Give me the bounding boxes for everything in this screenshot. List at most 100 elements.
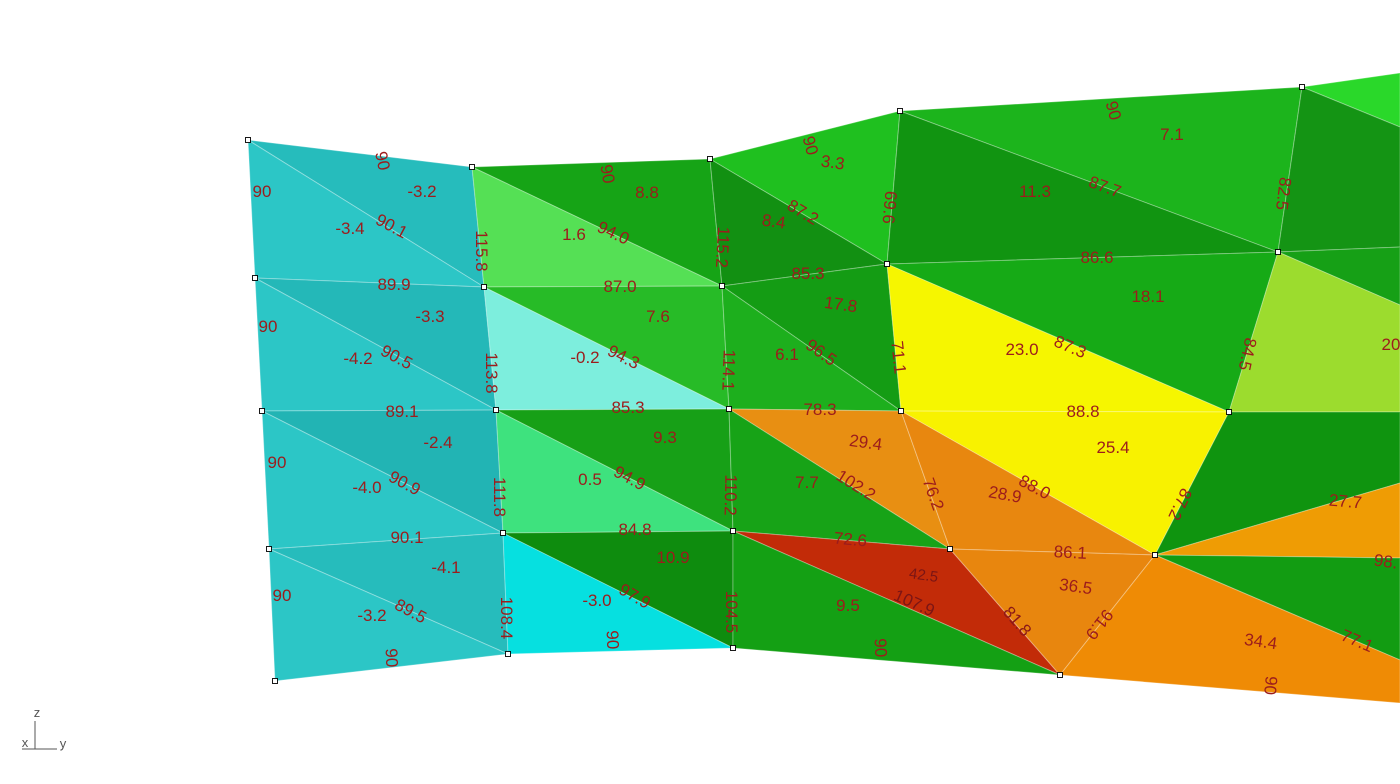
- mesh-node[interactable]: [1226, 409, 1232, 415]
- element-value-label: 90: [259, 317, 278, 336]
- mesh-node[interactable]: [252, 275, 258, 281]
- element-value-label: 89.1: [385, 402, 418, 421]
- mesh-node[interactable]: [505, 651, 511, 657]
- element-value-label: 27.7: [1328, 491, 1363, 513]
- mesh-node[interactable]: [707, 156, 713, 162]
- element-value-label: 7.6: [646, 307, 670, 326]
- mesh-node[interactable]: [1057, 672, 1063, 678]
- element-value-label: 9.5: [836, 596, 860, 615]
- mesh-nodes-layer: [245, 84, 1305, 684]
- element-value-label: 8.4: [761, 211, 787, 233]
- element-value-label: 78.3: [803, 400, 836, 419]
- element-value-label: 90.1: [390, 528, 423, 547]
- element-value-label: 85.3: [791, 264, 824, 283]
- mesh-node[interactable]: [1275, 249, 1281, 255]
- mesh-node[interactable]: [500, 530, 506, 536]
- mesh-element[interactable]: [1277, 86, 1400, 253]
- element-value-label: 90: [1260, 675, 1281, 696]
- mesh-node[interactable]: [884, 261, 890, 267]
- element-value-label: -4.2: [343, 349, 372, 368]
- element-value-label: 8.8: [635, 183, 659, 202]
- element-value-label: 86.6: [1080, 248, 1113, 267]
- element-value-label: 111.8: [490, 477, 509, 517]
- mesh-node[interactable]: [272, 678, 278, 684]
- element-value-label: 7.1: [1160, 125, 1184, 144]
- mesh-node[interactable]: [469, 164, 475, 170]
- element-value-label: -0.2: [570, 348, 599, 367]
- element-value-label: 1.6: [562, 225, 586, 244]
- mesh-node[interactable]: [1152, 552, 1158, 558]
- element-value-label: 34.4: [1243, 630, 1278, 653]
- element-value-label: 6.1: [775, 345, 799, 364]
- element-value-label: 110.2: [721, 474, 741, 516]
- element-value-label: 9.3: [653, 428, 677, 447]
- element-value-label: 90: [1102, 99, 1125, 122]
- element-value-label: -4.0: [352, 478, 381, 497]
- element-value-label: 108.4: [497, 597, 516, 640]
- element-value-label: 115.2: [712, 226, 733, 268]
- element-value-label: 86.1: [1053, 542, 1087, 563]
- element-value-label: 104.5: [722, 591, 741, 634]
- element-value-label: 90: [268, 453, 287, 472]
- element-value-label: 20: [1382, 335, 1400, 354]
- element-value-label: 10.9: [656, 548, 689, 567]
- mesh-node[interactable]: [726, 406, 732, 412]
- element-value-label: -3.2: [407, 182, 436, 201]
- element-value-label: 18.1: [1131, 287, 1164, 306]
- mesh-element[interactable]: [732, 530, 1061, 676]
- mesh-node[interactable]: [1299, 84, 1305, 90]
- y-axis-label: y: [60, 736, 67, 751]
- mesh-element[interactable]: [1059, 554, 1400, 704]
- element-value-label: 82.5: [1272, 176, 1295, 211]
- mesh-element[interactable]: [1154, 411, 1400, 556]
- element-value-label: 87.0: [603, 277, 636, 296]
- element-value-label: 29.4: [848, 431, 883, 454]
- element-value-label: -4.1: [431, 558, 460, 577]
- element-value-label: -3.2: [357, 606, 386, 625]
- element-value-label: -3.3: [415, 307, 444, 326]
- mesh-node[interactable]: [730, 528, 736, 534]
- element-value-label: 114.1: [718, 349, 738, 391]
- mesh-node[interactable]: [259, 408, 265, 414]
- mesh-node[interactable]: [730, 645, 736, 651]
- element-value-label: 89.9: [377, 275, 410, 294]
- mesh-node[interactable]: [947, 546, 953, 552]
- element-value-label: 25.4: [1096, 438, 1129, 457]
- element-value-label: 90: [799, 134, 822, 157]
- element-value-label: -3.4: [335, 219, 364, 238]
- element-value-label: 113.8: [482, 352, 501, 393]
- mesh-elements-layer: [247, 72, 1400, 704]
- element-value-label: 84.8: [618, 520, 651, 539]
- element-value-label: 36.5: [1058, 575, 1093, 598]
- element-value-label: 90: [603, 630, 623, 650]
- element-value-label: -2.4: [423, 433, 452, 452]
- element-value-label: 72.6: [833, 529, 868, 551]
- axis-triad: x y z: [22, 705, 67, 751]
- mesh-element[interactable]: [1228, 251, 1400, 413]
- z-axis-label: z: [34, 705, 41, 720]
- mesh-node[interactable]: [481, 284, 487, 290]
- element-value-label: 3.3: [820, 152, 846, 174]
- element-value-label: 90: [382, 648, 402, 668]
- mesh-element[interactable]: [268, 548, 510, 682]
- element-value-label: 11.3: [1019, 182, 1051, 201]
- element-value-label: 69.6: [879, 190, 901, 225]
- mesh-node[interactable]: [719, 283, 725, 289]
- element-value-label: 90: [273, 586, 292, 605]
- element-value-label: 90: [371, 150, 394, 172]
- element-value-label: 85.3: [611, 398, 644, 417]
- mesh-node[interactable]: [266, 546, 272, 552]
- element-value-label: 42.5: [908, 565, 939, 586]
- mesh-node[interactable]: [897, 108, 903, 114]
- element-value-label: 7.7: [795, 473, 819, 492]
- mesh-node[interactable]: [493, 407, 499, 413]
- element-value-label: 0.5: [578, 470, 602, 489]
- mesh-node[interactable]: [898, 408, 904, 414]
- x-axis-label: x: [22, 735, 29, 750]
- mesh-element[interactable]: [502, 532, 734, 655]
- element-value-label: -3.0: [582, 591, 611, 610]
- mesh-node[interactable]: [245, 137, 251, 143]
- element-value-label: 90: [871, 638, 891, 658]
